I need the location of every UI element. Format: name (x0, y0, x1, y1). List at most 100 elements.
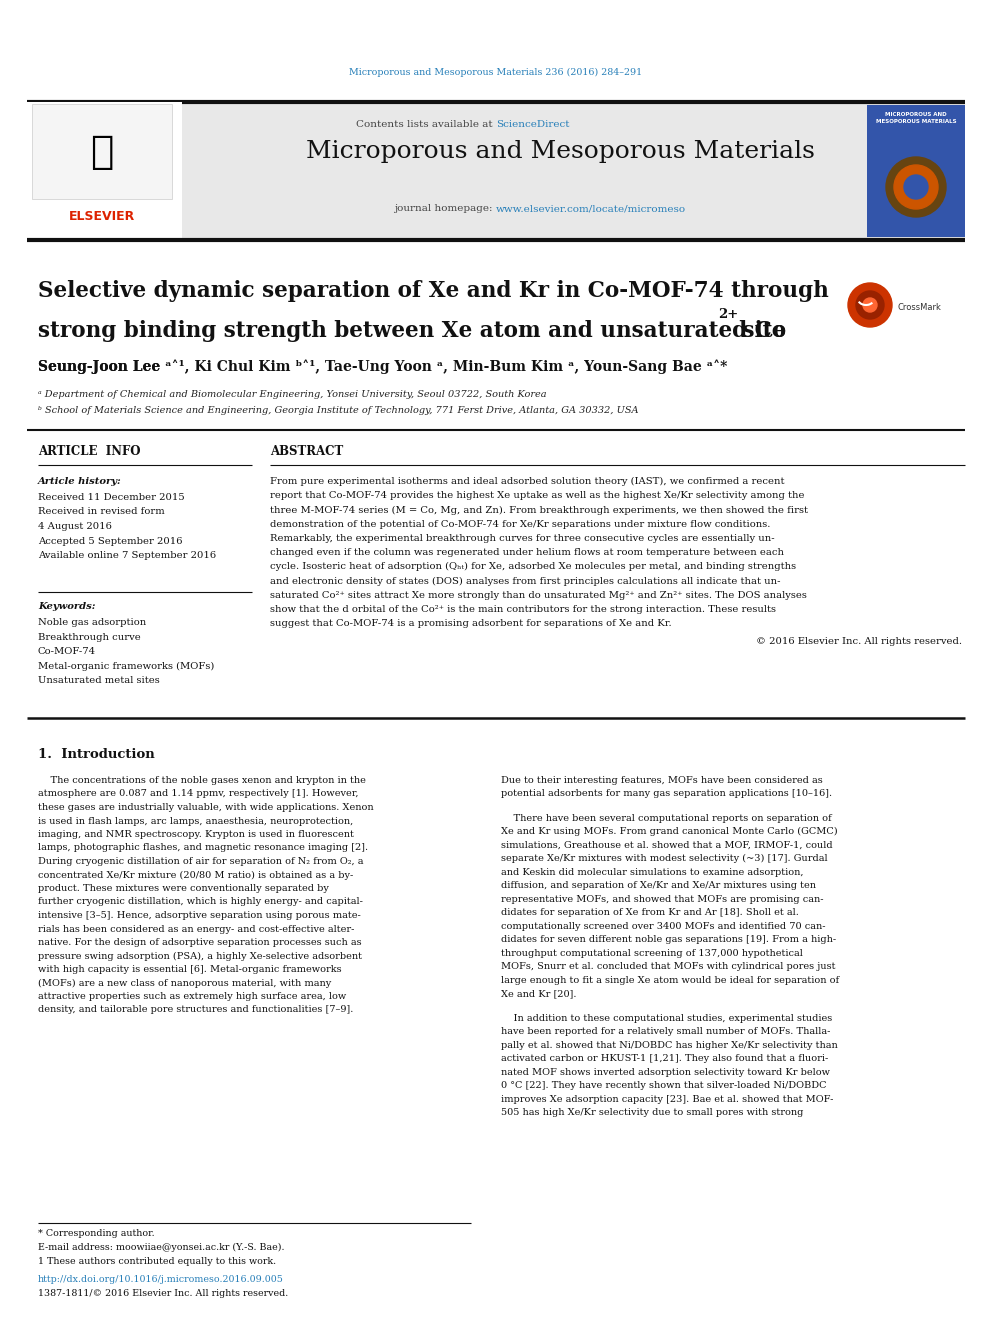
Text: nated MOF shows inverted adsorption selectivity toward Kr below: nated MOF shows inverted adsorption sele… (501, 1068, 830, 1077)
Text: and Keskin did molecular simulations to examine adsorption,: and Keskin did molecular simulations to … (501, 868, 804, 877)
Text: ScienceDirect: ScienceDirect (496, 120, 569, 130)
Text: Xe and Kr using MOFs. From grand canonical Monte Carlo (GCMC): Xe and Kr using MOFs. From grand canonic… (501, 827, 837, 836)
Text: Breakthrough curve: Breakthrough curve (38, 632, 141, 642)
Text: Received in revised form: Received in revised form (38, 508, 165, 516)
Circle shape (886, 157, 946, 217)
Text: attractive properties such as extremely high surface area, low: attractive properties such as extremely … (38, 992, 346, 1002)
Text: separate Xe/Kr mixtures with modest selectivity (~3) [17]. Gurdal: separate Xe/Kr mixtures with modest sele… (501, 855, 827, 864)
Text: representative MOFs, and showed that MOFs are promising can-: representative MOFs, and showed that MOF… (501, 894, 823, 904)
Text: demonstration of the potential of Co-MOF-74 for Xe/Kr separations under mixture : demonstration of the potential of Co-MOF… (270, 520, 771, 529)
Text: pally et al. showed that Ni/DOBDC has higher Xe/Kr selectivity than: pally et al. showed that Ni/DOBDC has hi… (501, 1041, 838, 1049)
Text: 1 These authors contributed equally to this work.: 1 These authors contributed equally to t… (38, 1257, 276, 1266)
Text: CrossMark: CrossMark (897, 303, 940, 311)
Text: * Corresponding author.: * Corresponding author. (38, 1229, 155, 1238)
Text: Due to their interesting features, MOFs have been considered as: Due to their interesting features, MOFs … (501, 777, 822, 785)
Text: site: site (735, 320, 786, 343)
Text: throughput computational screening of 137,000 hypothetical: throughput computational screening of 13… (501, 949, 803, 958)
Circle shape (894, 165, 938, 209)
Text: activated carbon or HKUST-1 [1,21]. They also found that a fluori-: activated carbon or HKUST-1 [1,21]. They… (501, 1054, 828, 1064)
Text: imaging, and NMR spectroscopy. Krypton is used in fluorescent: imaging, and NMR spectroscopy. Krypton i… (38, 830, 354, 839)
Text: MOFs, Snurr et al. concluded that MOFs with cylindrical pores just: MOFs, Snurr et al. concluded that MOFs w… (501, 962, 835, 971)
FancyBboxPatch shape (27, 102, 182, 239)
FancyBboxPatch shape (32, 105, 172, 198)
Text: Remarkably, the experimental breakthrough curves for three consecutive cycles ar: Remarkably, the experimental breakthroug… (270, 533, 775, 542)
Text: From pure experimental isotherms and ideal adsorbed solution theory (IAST), we c: From pure experimental isotherms and ide… (270, 478, 785, 486)
Text: didates for seven different noble gas separations [19]. From a high-: didates for seven different noble gas se… (501, 935, 836, 945)
Text: potential adsorbents for many gas separation applications [10–16].: potential adsorbents for many gas separa… (501, 790, 832, 799)
Text: these gases are industrially valuable, with wide applications. Xenon: these gases are industrially valuable, w… (38, 803, 374, 812)
Text: suggest that Co-MOF-74 is a promising adsorbent for separations of Xe and Kr.: suggest that Co-MOF-74 is a promising ad… (270, 619, 672, 628)
Text: Article history:: Article history: (38, 478, 122, 486)
Circle shape (848, 283, 892, 327)
Text: didates for separation of Xe from Kr and Ar [18]. Sholl et al.: didates for separation of Xe from Kr and… (501, 909, 799, 917)
Text: Seung-Joon Lee ᵃ˄¹, Ki Chul Kim ᵇ˄¹, Tae-Ung Yoon ᵃ, Min-Bum Kim ᵃ, Youn-Sang Ba: Seung-Joon Lee ᵃ˄¹, Ki Chul Kim ᵇ˄¹, Tae… (38, 360, 727, 374)
Text: saturated Co²⁺ sites attract Xe more strongly than do unsaturated Mg²⁺ and Zn²⁺ : saturated Co²⁺ sites attract Xe more str… (270, 590, 806, 599)
Text: Microporous and Mesoporous Materials: Microporous and Mesoporous Materials (306, 140, 814, 163)
Text: 505 has high Xe/Kr selectivity due to small pores with strong: 505 has high Xe/Kr selectivity due to sm… (501, 1109, 804, 1117)
Text: further cryogenic distillation, which is highly energy- and capital-: further cryogenic distillation, which is… (38, 897, 363, 906)
Text: 1387-1811/© 2016 Elsevier Inc. All rights reserved.: 1387-1811/© 2016 Elsevier Inc. All right… (38, 1289, 289, 1298)
Text: pressure swing adsorption (PSA), a highly Xe-selective adsorbent: pressure swing adsorption (PSA), a highl… (38, 951, 362, 960)
Text: Metal-organic frameworks (MOFs): Metal-organic frameworks (MOFs) (38, 662, 214, 671)
Text: diffusion, and separation of Xe/Kr and Xe/Ar mixtures using ten: diffusion, and separation of Xe/Kr and X… (501, 881, 816, 890)
Circle shape (863, 298, 877, 312)
Text: improves Xe adsorption capacity [23]. Bae et al. showed that MOF-: improves Xe adsorption capacity [23]. Ba… (501, 1094, 833, 1103)
Text: lamps, photographic flashes, and magnetic resonance imaging [2].: lamps, photographic flashes, and magneti… (38, 844, 368, 852)
Text: Keywords:: Keywords: (38, 602, 95, 611)
Text: atmosphere are 0.087 and 1.14 ppmv, respectively [1]. However,: atmosphere are 0.087 and 1.14 ppmv, resp… (38, 790, 358, 799)
Text: ᵇ School of Materials Science and Engineering, Georgia Institute of Technology, : ᵇ School of Materials Science and Engine… (38, 406, 639, 415)
Text: There have been several computational reports on separation of: There have been several computational re… (501, 814, 831, 823)
Text: computationally screened over 3400 MOFs and identified 70 can-: computationally screened over 3400 MOFs … (501, 922, 825, 931)
Text: http://dx.doi.org/10.1016/j.micromeso.2016.09.005: http://dx.doi.org/10.1016/j.micromeso.20… (38, 1275, 284, 1285)
Text: 1.  Introduction: 1. Introduction (38, 747, 155, 761)
Text: report that Co-MOF-74 provides the highest Xe uptake as well as the highest Xe/K: report that Co-MOF-74 provides the highe… (270, 491, 805, 500)
Text: show that the d orbital of the Co²⁺ is the main contributors for the strong inte: show that the d orbital of the Co²⁺ is t… (270, 605, 776, 614)
Text: © 2016 Elsevier Inc. All rights reserved.: © 2016 Elsevier Inc. All rights reserved… (756, 638, 962, 646)
Text: three M-MOF-74 series (M = Co, Mg, and Zn). From breakthrough experiments, we th: three M-MOF-74 series (M = Co, Mg, and Z… (270, 505, 808, 515)
Text: 0 °C [22]. They have recently shown that silver-loaded Ni/DOBDC: 0 °C [22]. They have recently shown that… (501, 1081, 826, 1090)
Text: Accepted 5 September 2016: Accepted 5 September 2016 (38, 537, 183, 545)
Text: cycle. Isosteric heat of adsorption (Qₕₜ) for Xe, adsorbed Xe molecules per meta: cycle. Isosteric heat of adsorption (Qₕₜ… (270, 562, 797, 572)
Text: www.elsevier.com/locate/micromeso: www.elsevier.com/locate/micromeso (496, 204, 686, 213)
Text: density, and tailorable pore structures and functionalities [7–9].: density, and tailorable pore structures … (38, 1005, 353, 1015)
Text: MICROPOROUS AND
MESOPOROUS MATERIALS: MICROPOROUS AND MESOPOROUS MATERIALS (876, 112, 956, 124)
Text: concentrated Xe/Kr mixture (20/80 M ratio) is obtained as a by-: concentrated Xe/Kr mixture (20/80 M rati… (38, 871, 353, 880)
Text: (MOFs) are a new class of nanoporous material, with many: (MOFs) are a new class of nanoporous mat… (38, 979, 331, 988)
Text: with high capacity is essential [6]. Metal-organic frameworks: with high capacity is essential [6]. Met… (38, 964, 341, 974)
Text: ARTICLE  INFO: ARTICLE INFO (38, 445, 141, 458)
Text: native. For the design of adsorptive separation processes such as: native. For the design of adsorptive sep… (38, 938, 362, 947)
Text: Xe and Kr [20].: Xe and Kr [20]. (501, 990, 576, 999)
Text: rials has been considered as an energy- and cost-effective alter-: rials has been considered as an energy- … (38, 925, 354, 934)
Text: Unsaturated metal sites: Unsaturated metal sites (38, 676, 160, 685)
Text: is used in flash lamps, arc lamps, anaesthesia, neuroprotection,: is used in flash lamps, arc lamps, anaes… (38, 816, 353, 826)
FancyBboxPatch shape (27, 102, 965, 239)
Text: ABSTRACT: ABSTRACT (270, 445, 343, 458)
Text: product. These mixtures were conventionally separated by: product. These mixtures were conventiona… (38, 884, 329, 893)
Text: simulations, Greathouse et al. showed that a MOF, IRMOF-1, could: simulations, Greathouse et al. showed th… (501, 841, 832, 849)
FancyBboxPatch shape (867, 105, 965, 237)
Text: 2+: 2+ (718, 308, 738, 321)
Text: ᵃ Department of Chemical and Biomolecular Engineering, Yonsei University, Seoul : ᵃ Department of Chemical and Biomolecula… (38, 390, 547, 400)
Text: and electronic density of states (DOS) analyses from first principles calculatio: and electronic density of states (DOS) a… (270, 577, 781, 586)
Text: Noble gas adsorption: Noble gas adsorption (38, 618, 146, 627)
Text: intensive [3–5]. Hence, adsorptive separation using porous mate-: intensive [3–5]. Hence, adsorptive separ… (38, 912, 361, 919)
Text: have been reported for a relatively small number of MOFs. Thalla-: have been reported for a relatively smal… (501, 1027, 830, 1036)
Text: large enough to fit a single Xe atom would be ideal for separation of: large enough to fit a single Xe atom wou… (501, 976, 839, 984)
Text: ELSEVIER: ELSEVIER (68, 210, 135, 224)
Text: During cryogenic distillation of air for separation of N₂ from O₂, a: During cryogenic distillation of air for… (38, 857, 363, 867)
Text: strong binding strength between Xe atom and unsaturated Co: strong binding strength between Xe atom … (38, 320, 786, 343)
Text: Co-MOF-74: Co-MOF-74 (38, 647, 96, 656)
Text: 4 August 2016: 4 August 2016 (38, 523, 112, 531)
Text: E-mail address: moowiiae@yonsei.ac.kr (Y.-S. Bae).: E-mail address: moowiiae@yonsei.ac.kr (Y… (38, 1244, 285, 1252)
Text: changed even if the column was regenerated under helium flows at room temperatur: changed even if the column was regenerat… (270, 548, 784, 557)
Circle shape (904, 175, 928, 198)
Text: Selective dynamic separation of Xe and Kr in Co-MOF-74 through: Selective dynamic separation of Xe and K… (38, 280, 828, 302)
Text: Received 11 December 2015: Received 11 December 2015 (38, 493, 185, 501)
Text: Contents lists available at: Contents lists available at (356, 120, 496, 130)
Text: Microporous and Mesoporous Materials 236 (2016) 284–291: Microporous and Mesoporous Materials 236… (349, 67, 643, 77)
Text: In addition to these computational studies, experimental studies: In addition to these computational studi… (501, 1013, 832, 1023)
Text: The concentrations of the noble gases xenon and krypton in the: The concentrations of the noble gases xe… (38, 777, 366, 785)
Circle shape (856, 291, 884, 319)
Text: Available online 7 September 2016: Available online 7 September 2016 (38, 550, 216, 560)
Text: 🌲: 🌲 (90, 134, 114, 171)
